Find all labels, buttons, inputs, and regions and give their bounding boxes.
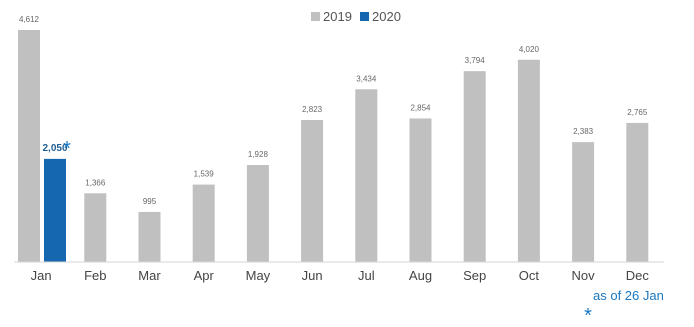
footnote-asterisk: * <box>584 305 592 327</box>
value-label-2019-sep: 3,794 <box>465 56 486 65</box>
x-tick-mar: Mar <box>138 268 161 283</box>
x-tick-feb: Feb <box>84 268 106 283</box>
x-tick-oct: Oct <box>519 268 540 283</box>
x-tick-jun: Jun <box>302 268 323 283</box>
bar-2019-jan <box>18 30 40 262</box>
value-label-2019-may: 1,928 <box>248 150 269 159</box>
legend-label-2019: 2019 <box>323 9 352 24</box>
bar-2019-jun <box>301 120 323 262</box>
x-tick-may: May <box>246 268 271 283</box>
bar-2019-oct <box>518 60 540 262</box>
value-labels-group: 4,6122,050*1,3669951,5391,9282,8233,4342… <box>19 15 648 206</box>
bar-2019-dec <box>626 123 648 262</box>
value-label-2019-oct: 4,020 <box>519 45 540 54</box>
footnote-text: as of 26 Jan <box>593 288 664 303</box>
bar-2019-apr <box>193 185 215 262</box>
bar-2019-mar <box>139 212 161 262</box>
bar-2019-feb <box>84 193 106 262</box>
footnote: * as of 26 Jan <box>584 288 664 327</box>
x-tick-apr: Apr <box>194 268 215 283</box>
bar-2019-nov <box>572 142 594 262</box>
x-axis: Jan Feb Mar Apr May Jun Jul Aug Sep Oct Nov Dec <box>14 262 664 283</box>
bar-2019-may <box>247 165 269 262</box>
legend-label-2020: 2020 <box>372 9 401 24</box>
value-label-2019-feb: 1,366 <box>85 178 106 187</box>
value-label-2019-dec: 2,765 <box>627 108 648 117</box>
value-label-2019-nov: 2,383 <box>573 127 594 136</box>
legend-swatch-2020 <box>360 12 369 21</box>
x-tick-sep: Sep <box>463 268 486 283</box>
value-label-2019-aug: 2,854 <box>410 103 431 112</box>
value-label-2019-jan: 4,612 <box>19 15 40 24</box>
value-label-2019-jul: 3,434 <box>356 74 377 83</box>
bars-group <box>18 30 648 262</box>
x-tick-jan: Jan <box>31 268 52 283</box>
x-tick-jul: Jul <box>358 268 375 283</box>
bar-2019-jul <box>355 89 377 262</box>
legend-swatch-2019 <box>311 12 320 21</box>
value-label-2019-jun: 2,823 <box>302 105 323 114</box>
value-label-2019-apr: 1,539 <box>194 170 215 179</box>
x-tick-nov: Nov <box>572 268 596 283</box>
chart-legend: 2019 2020 <box>311 9 401 24</box>
bar-2019-aug <box>410 118 432 262</box>
x-tick-dec: Dec <box>626 268 650 283</box>
bar-2020-jan <box>44 159 66 262</box>
annotation-asterisk-2020-jan: * <box>63 138 71 160</box>
bar-2019-sep <box>464 71 486 262</box>
x-tick-aug: Aug <box>409 268 432 283</box>
value-label-2019-mar: 995 <box>143 197 157 206</box>
